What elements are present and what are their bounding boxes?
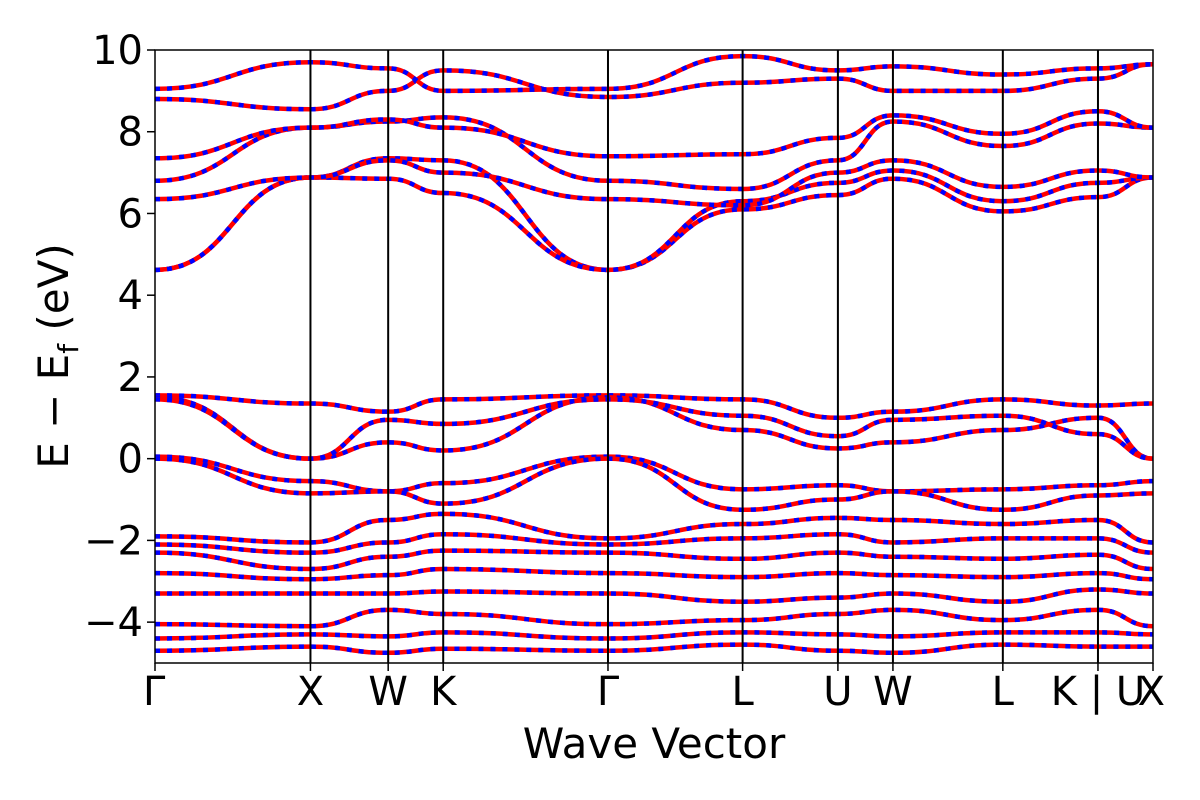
- band-line-dash: [155, 587, 1153, 604]
- band-line-dash: [155, 454, 1153, 494]
- x-tick-label: K | U: [1051, 669, 1145, 715]
- y-tick-label: 4: [118, 273, 143, 319]
- y-axis-title-main: E − E: [29, 354, 78, 469]
- band-line-dash: [155, 158, 1153, 208]
- band-line-dash: [155, 532, 1153, 555]
- y-axis-title: E − Ef (eV): [29, 243, 85, 469]
- y-tick-label: 6: [118, 191, 143, 237]
- y-tick-label: 10: [92, 28, 143, 74]
- x-tick-label: U: [823, 669, 852, 715]
- y-tick-label: −2: [84, 518, 143, 564]
- x-tick-label: L: [731, 669, 754, 715]
- band-line: [155, 397, 1153, 461]
- x-tick-label: X: [1138, 669, 1165, 715]
- x-tick-label: K: [430, 669, 458, 715]
- band-line-dash: [155, 630, 1153, 641]
- band-line-dash: [155, 566, 1153, 582]
- band-line-dash: [155, 53, 1153, 94]
- band-line-dash: [155, 642, 1153, 656]
- band-line-dash: [155, 109, 1153, 161]
- y-axis-title-subscript: f: [52, 343, 85, 354]
- x-tick-label: W: [873, 669, 913, 715]
- band-line-dash: [155, 607, 1153, 629]
- y-tick-label: 0: [118, 437, 143, 483]
- y-tick-label: 8: [118, 110, 143, 156]
- band-line-dash: [155, 395, 1153, 461]
- y-axis-title-unit: (eV): [29, 243, 78, 344]
- x-tick-label: X: [297, 669, 324, 715]
- y-axis-ticks: −4 −2 0 2 4 6 8 10: [84, 28, 155, 646]
- x-tick-label: Γ: [143, 669, 166, 715]
- x-axis-title: Wave Vector: [523, 719, 786, 768]
- band-line-dash: [155, 456, 1153, 513]
- y-tick-label: −4: [84, 600, 143, 646]
- high-symmetry-lines: [309, 50, 1099, 663]
- band-line-dash: [155, 548, 1153, 572]
- y-tick-label: 2: [118, 355, 143, 401]
- band-line-dash: [155, 62, 1153, 112]
- band-line-dash: [155, 511, 1153, 545]
- x-tick-label: W: [368, 669, 408, 715]
- x-tick-label: Γ: [597, 669, 620, 715]
- x-tick-label: L: [992, 669, 1015, 715]
- plot-frame: [154, 49, 1154, 664]
- band-line-dash: [155, 393, 1153, 421]
